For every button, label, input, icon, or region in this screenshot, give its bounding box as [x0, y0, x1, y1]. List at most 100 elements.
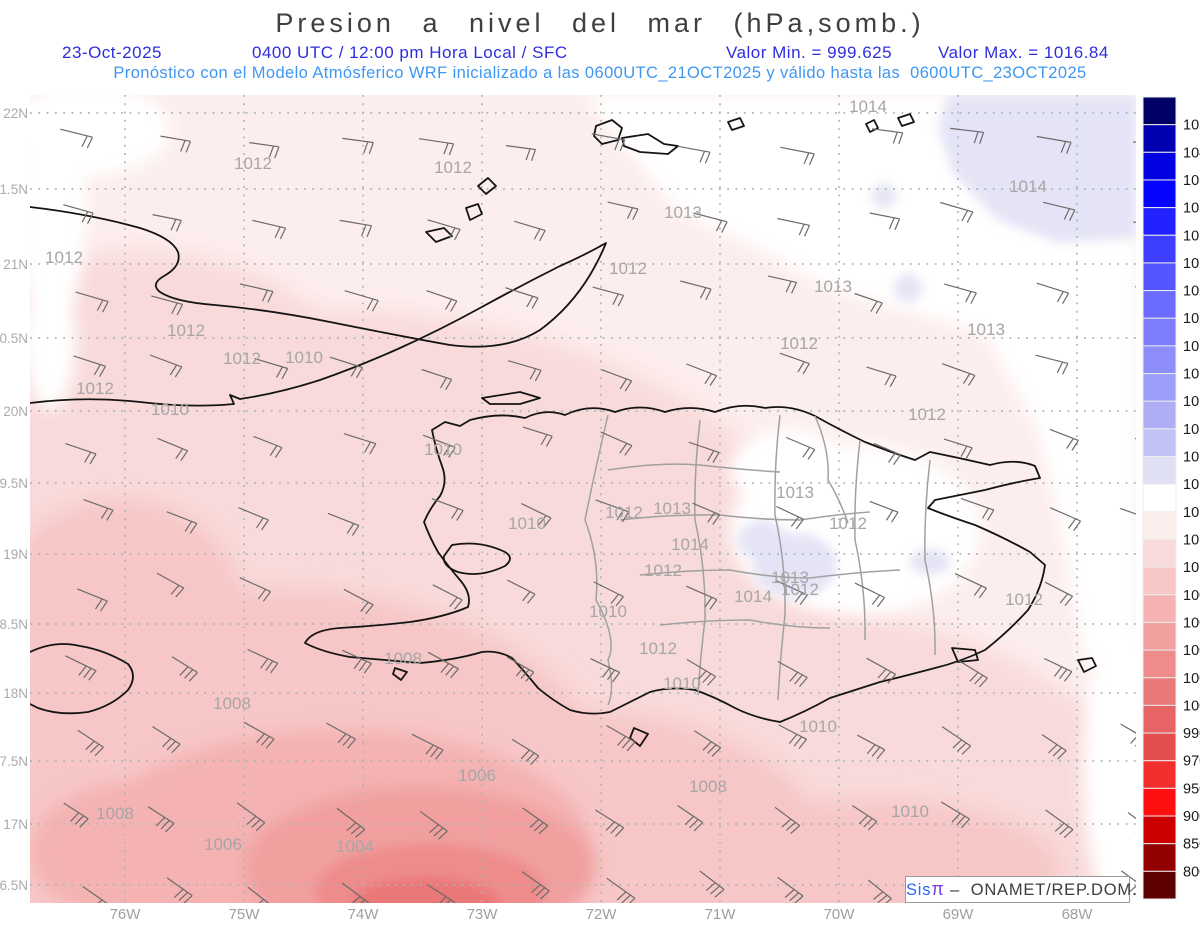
- colorbar-tick-label: 1016: [1183, 422, 1200, 438]
- cuba-coastline: [30, 206, 607, 407]
- contour-label: 1012: [223, 349, 261, 368]
- wind-barb: [854, 292, 883, 314]
- wind-barb: [156, 572, 185, 598]
- colorbar-tick-label: 1019: [1183, 339, 1200, 355]
- wind-barb: [432, 584, 463, 610]
- colorbar-segment: [1142, 207, 1177, 236]
- wind-barb: [418, 138, 455, 156]
- wind-barb: [160, 135, 192, 153]
- contour-label: 1014: [734, 587, 772, 606]
- forecast-header: 23-Oct-2025 0400 UTC / 12:00 pm Hora Loc…: [0, 43, 1200, 63]
- colorbar-tick-label: 1012: [1183, 532, 1200, 548]
- lon-tick-label: 75W: [229, 906, 261, 923]
- wind-barb: [238, 507, 269, 531]
- wind-barb: [1042, 201, 1076, 221]
- colorbar-tick-label: 1050: [1183, 118, 1200, 134]
- jamaica-coastline: [30, 643, 134, 715]
- pressure-shading: [30, 95, 1136, 903]
- contour-label: 1012: [644, 561, 682, 580]
- wind-barb: [506, 656, 535, 682]
- contour-label: 1010: [508, 514, 546, 533]
- lon-tick-label: 68W: [1062, 906, 1094, 923]
- wind-barb: [236, 802, 266, 832]
- wind-barb: [343, 433, 377, 455]
- wind-barb: [950, 127, 985, 144]
- contour-label: 1010: [891, 802, 929, 821]
- wind-barb: [857, 734, 886, 760]
- wind-barb: [680, 280, 712, 301]
- wind-barb: [82, 886, 108, 903]
- wind-barb: [336, 807, 366, 838]
- acklins-island: [465, 203, 483, 221]
- contour-label: 1012: [781, 580, 819, 599]
- wind-barb: [521, 503, 552, 528]
- wind-barb: [411, 733, 444, 760]
- wind-barb: [521, 871, 550, 900]
- lat-tick-label: 1.5N: [0, 182, 28, 197]
- contour-label: 1008: [213, 694, 251, 713]
- wind-barb: [75, 291, 109, 313]
- colorbar-tick-label: 1030: [1183, 201, 1200, 217]
- colorbar-tick-label: 1017: [1183, 394, 1200, 410]
- wind-barb: [871, 128, 904, 145]
- wind-barb: [960, 498, 995, 521]
- contour-label: 1013: [967, 320, 1005, 339]
- axis-labels: 22N 1.5N 21N 0.5N 20N 9.5N 19N 8.5N 18N 7.5N 17N 6.…: [0, 106, 1093, 923]
- wind-barb: [427, 651, 459, 679]
- contour-label: 1012: [434, 158, 472, 177]
- colorbar-segment: [1142, 151, 1177, 181]
- wind-barb: [873, 442, 901, 465]
- mayaguana-island: [477, 177, 497, 195]
- colorbar-segment: [1142, 704, 1177, 734]
- wind-barb: [166, 511, 198, 534]
- wind-barb: [239, 577, 271, 602]
- wind-barb: [63, 204, 94, 224]
- wind-barb: [606, 724, 636, 752]
- wind-barb: [869, 500, 899, 523]
- contour-label: 1014: [671, 535, 709, 554]
- colorbar-segment: [1142, 843, 1177, 872]
- colorbar-tick-label: 800: [1183, 864, 1200, 880]
- wind-barb: [943, 438, 973, 459]
- colorbar-segment: [1142, 456, 1177, 485]
- wind-barb: [1119, 507, 1136, 515]
- contour-label: 1012: [639, 639, 677, 658]
- wind-barb: [327, 512, 360, 536]
- wind-barb: [247, 886, 270, 903]
- colorbar-tick-label: 850: [1183, 837, 1200, 853]
- wind-barb: [505, 145, 537, 162]
- wind-barb: [511, 738, 540, 766]
- lat-tick-label: 7.5N: [0, 754, 28, 769]
- wind-barb: [77, 588, 108, 612]
- colorbar-segment: [1142, 234, 1177, 264]
- wind-barb: [431, 498, 464, 521]
- contour-label: 1008: [689, 777, 727, 796]
- colorbar-tick-label: 1028: [1183, 228, 1200, 244]
- beata-island: [629, 727, 649, 747]
- wind-barb: [779, 352, 810, 375]
- wind-barb: [1049, 507, 1082, 532]
- colorbar-segment: [1142, 179, 1177, 209]
- contour-label: 1010: [285, 348, 323, 367]
- wind-barb: [342, 649, 372, 674]
- lat-tick-label: 21N: [3, 257, 28, 272]
- contour-label: 1012: [76, 379, 114, 398]
- tortuga-island: [481, 391, 541, 405]
- wind-barb: [1045, 809, 1074, 839]
- wind-barb: [777, 217, 811, 237]
- colorbar-segment: [1142, 290, 1177, 319]
- colorbar-tick-label: 1025: [1183, 256, 1200, 272]
- wind-barb: [1120, 723, 1136, 747]
- coastlines: [30, 113, 1097, 747]
- wind-barb: [152, 214, 182, 232]
- wind-barb: [940, 801, 971, 829]
- model-info-line: Pronóstico con el Modelo Atmósferico WRF…: [113, 64, 1087, 82]
- contour-label: 1012: [167, 321, 205, 340]
- wind-barb: [1049, 428, 1079, 451]
- wind-barb: [780, 146, 815, 166]
- wind-barb: [776, 505, 804, 530]
- wind-barb: [866, 657, 897, 684]
- wind-barb: [342, 137, 374, 155]
- wind-barb: [83, 499, 114, 521]
- wind-barb: [60, 128, 94, 149]
